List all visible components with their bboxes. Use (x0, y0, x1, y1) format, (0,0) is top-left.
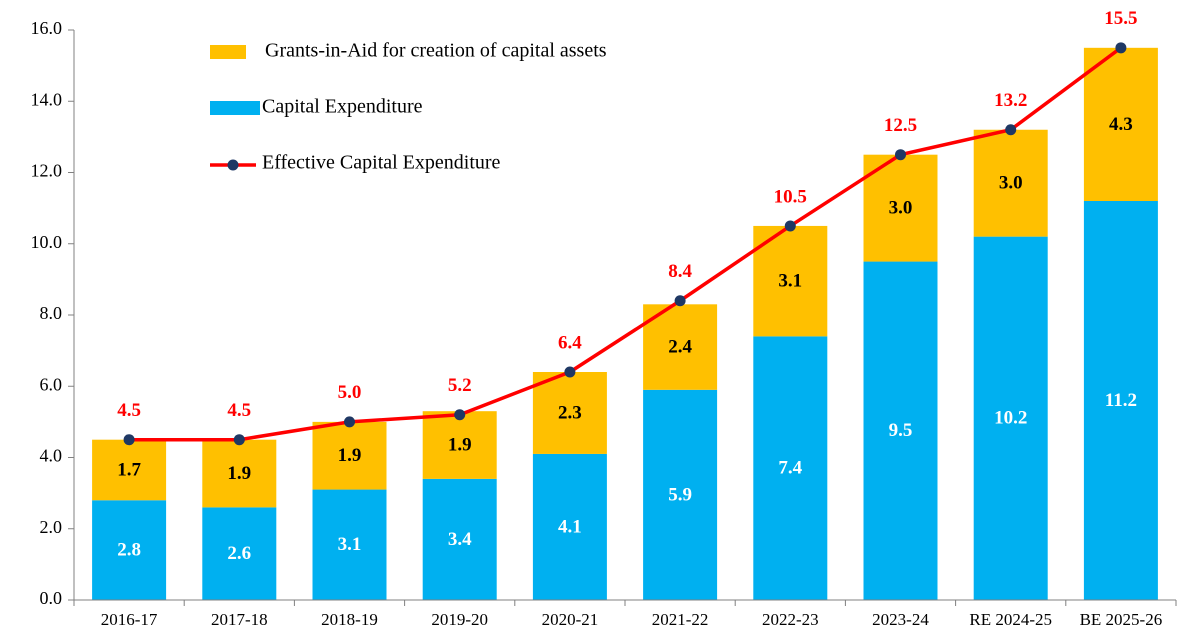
legend-label: Grants-in-Aid for creation of capital as… (265, 40, 607, 62)
bar-segment (422, 411, 497, 479)
value-label: 4.3 (1109, 114, 1133, 135)
value-label: 5.0 (338, 382, 362, 403)
value-label: 3.1 (338, 534, 362, 555)
value-label: 3.0 (889, 197, 913, 218)
y-tick-label: 0.0 (40, 588, 63, 608)
value-label: 3.0 (999, 173, 1023, 194)
x-tick-label: BE 2025-26 (1080, 610, 1163, 629)
y-tick-label: 10.0 (31, 232, 63, 252)
line-marker (1005, 124, 1017, 136)
value-label: 10.2 (994, 408, 1027, 429)
bar-segment (1083, 201, 1158, 600)
legend-label: Effective Capital Expenditure (262, 152, 501, 174)
line-marker (454, 409, 466, 421)
x-tick-label: 2017-18 (211, 610, 268, 629)
value-label: 1.9 (448, 434, 472, 455)
value-label: 10.5 (774, 186, 807, 207)
value-label: 13.2 (994, 90, 1027, 111)
value-label: 3.4 (448, 529, 472, 550)
x-tick-label: 2023-24 (872, 610, 929, 629)
x-tick-label: RE 2024-25 (969, 610, 1052, 629)
value-label: 2.3 (558, 402, 582, 423)
value-label: 1.9 (227, 463, 251, 484)
value-label: 1.7 (117, 459, 141, 480)
value-label: 15.5 (1104, 8, 1137, 29)
legend-swatch (227, 159, 239, 171)
line-marker (895, 149, 906, 161)
line-marker (344, 416, 355, 428)
bar-segment (532, 372, 607, 454)
bar-segment (92, 500, 167, 600)
value-label: 3.1 (778, 271, 802, 292)
y-tick-label: 4.0 (40, 446, 63, 466)
y-tick-label: 8.0 (40, 303, 63, 323)
value-label: 5.9 (668, 484, 692, 505)
bar-segment (202, 507, 277, 600)
bar-segment (973, 236, 1048, 600)
legend-swatch (210, 101, 260, 115)
x-tick-label: 2020-21 (542, 610, 599, 629)
bar-segment (643, 389, 718, 600)
value-label: 8.4 (668, 261, 692, 282)
line-marker (1115, 42, 1127, 54)
y-tick-label: 14.0 (31, 89, 63, 109)
value-label: 11.2 (1105, 390, 1137, 411)
x-tick-label: 2018-19 (321, 610, 378, 629)
value-label: 4.5 (227, 400, 251, 421)
value-label: 9.5 (889, 420, 913, 441)
legend-swatch (210, 45, 246, 59)
bar-segment (1083, 47, 1158, 201)
bar-segment (312, 489, 387, 600)
bar-segment (202, 439, 277, 508)
y-tick-label: 2.0 (40, 517, 63, 537)
x-tick-label: 2021-22 (652, 610, 709, 629)
bar-segment (973, 129, 1048, 237)
x-tick-label: 2022-23 (762, 610, 819, 629)
value-label: 1.9 (338, 445, 362, 466)
x-tick-label: 2016-17 (101, 610, 158, 629)
bar-segment (422, 478, 497, 600)
x-tick-label: 2019-20 (431, 610, 488, 629)
line-marker (123, 434, 135, 446)
line-marker (784, 220, 796, 232)
bar-segment (753, 336, 828, 600)
value-label: 4.1 (558, 516, 582, 537)
line-marker (564, 366, 576, 378)
value-label: 4.5 (117, 400, 141, 421)
y-tick-label: 6.0 (40, 374, 63, 394)
bar-segment (312, 421, 387, 490)
bar-segment (532, 453, 607, 600)
value-label: 6.4 (558, 332, 582, 353)
line-marker (674, 295, 686, 307)
value-label: 2.6 (227, 543, 251, 564)
legend-label: Capital Expenditure (262, 96, 423, 118)
value-label: 12.5 (884, 115, 917, 136)
bar-segment (863, 261, 938, 600)
value-label: 5.2 (448, 375, 472, 396)
value-label: 2.4 (668, 336, 692, 357)
line-marker (233, 434, 245, 446)
line (129, 46, 1122, 442)
value-label: 2.8 (117, 539, 141, 560)
bar-segment (92, 439, 167, 501)
y-tick-label: 12.0 (31, 161, 63, 181)
y-tick-label: 16.0 (31, 18, 63, 38)
value-label: 7.4 (778, 458, 802, 479)
